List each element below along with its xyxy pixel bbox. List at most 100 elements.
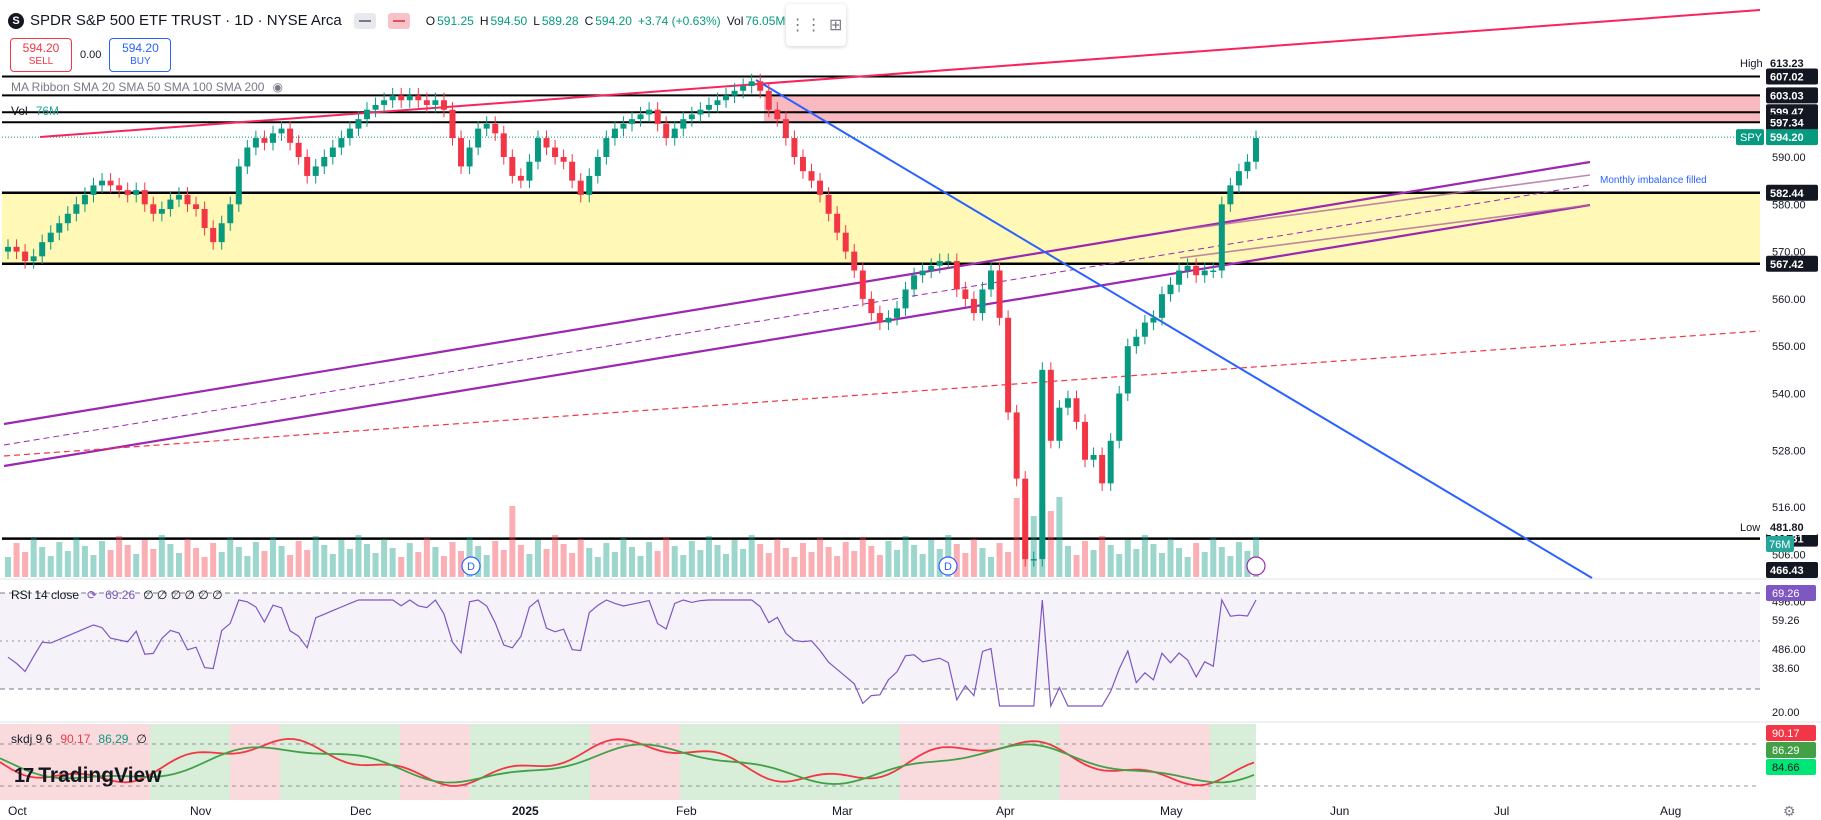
candle-body: [81, 194, 88, 205]
volume-axis-label: 76M: [1769, 539, 1790, 551]
drag-handle-icon[interactable]: ⋮⋮: [789, 17, 822, 34]
volume-bar: [235, 547, 242, 577]
sell-button[interactable]: 594.20 SELL: [10, 38, 72, 72]
y-tick-label: 506.00: [1772, 549, 1806, 561]
rsi-axis-label: 69.26: [1772, 588, 1800, 600]
volume-bar: [133, 554, 140, 577]
volume-bar: [64, 551, 71, 577]
volume-bar: [970, 539, 977, 577]
dividend-label-1: D: [944, 561, 952, 573]
volume-bar: [39, 547, 46, 577]
volume-legend[interactable]: Vol 76M: [11, 104, 59, 118]
rsi-legend[interactable]: RSI 14 close ⟳ 69.26 ∅ ∅ ∅ ∅ ∅ ∅: [11, 588, 223, 602]
volume-bar: [175, 553, 182, 577]
skdj-extra: ∅: [136, 732, 147, 746]
minimize-icon[interactable]: [353, 12, 376, 29]
buy-price: 594.20: [122, 41, 159, 55]
y-tick-label: 516.00: [1772, 502, 1806, 514]
candle-body: [355, 119, 362, 129]
volume-bar: [988, 557, 995, 577]
candle-body: [757, 81, 764, 91]
candle-body: [509, 157, 516, 176]
rsi-settings-icon[interactable]: ⟳: [87, 588, 98, 602]
volume-bar: [646, 542, 653, 577]
price-label: 613.23: [1770, 58, 1804, 70]
eye-hidden-icon[interactable]: ◉: [272, 80, 283, 94]
buy-button[interactable]: 594.20 BUY: [109, 38, 172, 72]
compare-icon[interactable]: [387, 12, 410, 29]
volume-bar: [1030, 516, 1037, 577]
candle-body: [500, 133, 507, 157]
object-tree-icon[interactable]: ⊞: [828, 17, 843, 34]
volume-bar: [184, 539, 191, 577]
inner-channel-upper: [1179, 174, 1591, 231]
volume-bar: [774, 539, 781, 577]
volume-bar: [364, 544, 371, 577]
candle-body: [440, 100, 447, 110]
ma-ribbon-legend[interactable]: MA Ribbon SMA 20 SMA 50 SMA 100 SMA 200 …: [11, 80, 283, 94]
tradingview-logo[interactable]: 17 TradingView: [14, 764, 162, 788]
volume-bar: [500, 550, 507, 577]
candle-body: [893, 308, 900, 318]
candle-body: [552, 147, 559, 157]
candle-body: [158, 209, 165, 214]
volume-bar: [876, 555, 883, 577]
y-tick-label: 590.00: [1772, 152, 1806, 164]
volume-bar: [415, 552, 422, 577]
change-value: +3.74 (+0.63%): [637, 13, 721, 28]
volume-bar: [723, 554, 730, 577]
volume-bar: [1184, 557, 1191, 577]
candle-body: [970, 298, 977, 314]
candle-body: [569, 161, 576, 181]
skdj-legend[interactable]: skdj 9 6 90.17 86.29 ∅: [11, 732, 147, 746]
trade-panel: 594.20 SELL 0.00 594.20 BUY: [10, 38, 172, 72]
chart-header: S SPDR S&P 500 ETF TRUST · 1D · NYSE Arc…: [8, 12, 789, 29]
volume-bar: [1133, 549, 1140, 577]
candle-body: [637, 114, 644, 120]
candle-body: [432, 100, 439, 105]
candle-body: [1013, 412, 1020, 479]
price-label: 567.42: [1770, 259, 1804, 271]
candle-body: [1047, 369, 1054, 441]
volume-bar: [688, 541, 695, 577]
volume-bar: [765, 553, 772, 577]
volume-bar: [338, 540, 345, 577]
volume-bar: [620, 538, 627, 577]
candle-body: [372, 104, 379, 110]
candle-body: [611, 128, 618, 139]
candle-body: [705, 104, 712, 110]
candle-body: [150, 204, 157, 214]
candle-body: [577, 180, 584, 195]
volume-bar: [423, 538, 430, 577]
candle-body: [73, 204, 80, 214]
x-tick-label: Nov: [190, 804, 211, 818]
volume-value: 76.05M: [745, 13, 786, 28]
candle-body: [381, 100, 388, 105]
candle-body: [1133, 336, 1140, 347]
candle-body: [825, 194, 832, 214]
volume-bar: [150, 549, 157, 577]
x-tick-label: 2025: [512, 804, 539, 818]
earnings-flash-icon: [1246, 556, 1266, 576]
brand-name: TradingView: [38, 764, 162, 787]
y-tick-label: 486.00: [1772, 644, 1806, 656]
x-tick-label: Apr: [996, 804, 1015, 818]
price-tag-bg: [1736, 129, 1764, 146]
volume-bar: [304, 550, 311, 577]
symbol-title[interactable]: SPDR S&P 500 ETF TRUST · 1D · NYSE Arca: [30, 12, 342, 29]
candle-body: [1210, 270, 1217, 273]
candle-body: [534, 138, 541, 162]
volume-bar: [945, 535, 952, 577]
volume-key: Vol: [726, 13, 744, 28]
volume-bar: [158, 535, 165, 577]
price-label-bg: [1766, 519, 1818, 535]
demand-zone: [2, 192, 1760, 264]
skdj-bg-5: [470, 724, 590, 800]
candle-body: [5, 246, 11, 252]
skdj-bg-8: [900, 724, 1000, 800]
volume-bar: [782, 548, 789, 577]
settings-gear-icon: ⚙: [1783, 803, 1796, 819]
dividend-marker-0: [461, 556, 481, 576]
sell-price: 594.20: [22, 41, 60, 55]
